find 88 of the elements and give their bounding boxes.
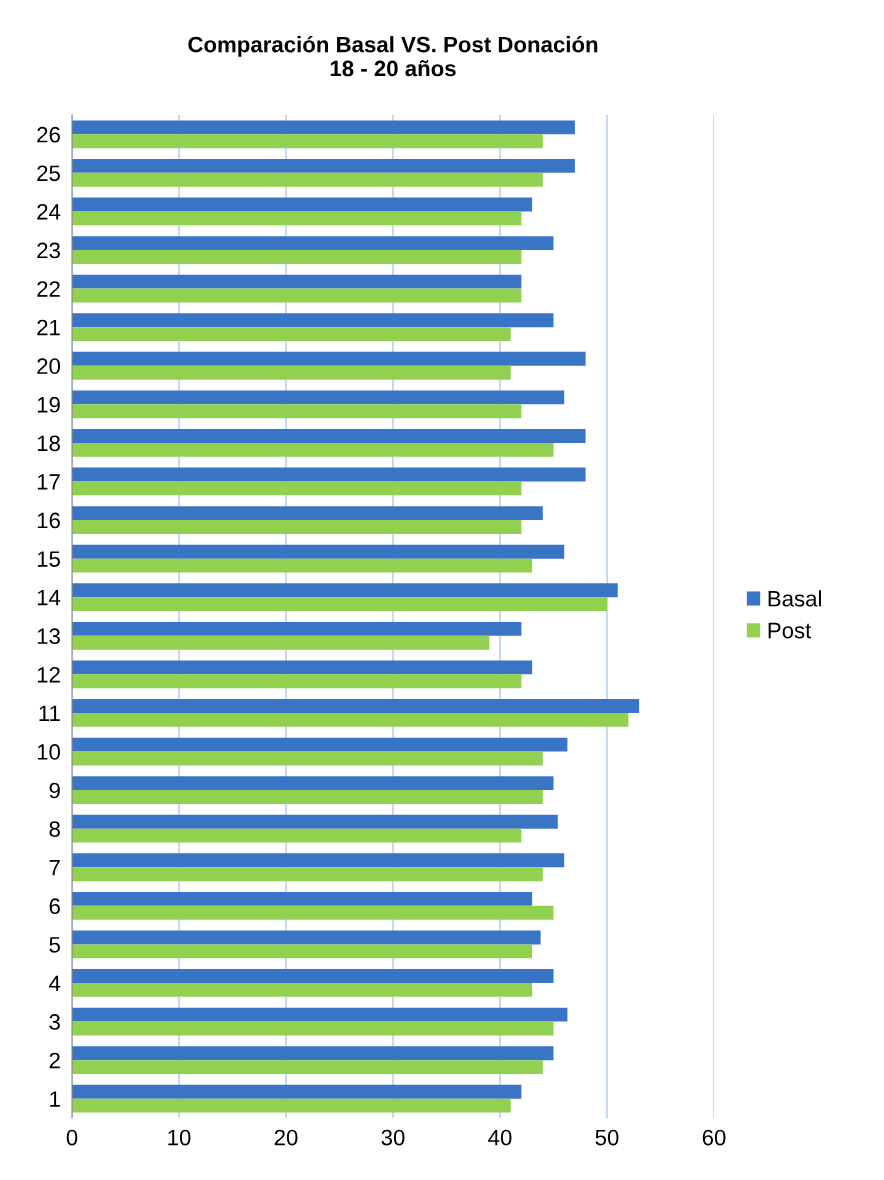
bar [72, 134, 543, 149]
bar [72, 944, 533, 959]
bar [72, 1060, 543, 1075]
bar [72, 288, 522, 303]
x-tick-label: 20 [274, 1129, 298, 1146]
x-tick-label: 0 [66, 1129, 78, 1146]
bar [72, 327, 511, 342]
bar [72, 506, 543, 521]
bar [72, 776, 554, 791]
bar [72, 390, 565, 405]
legend-label: Basal [768, 590, 821, 607]
bar [72, 635, 490, 650]
bar [72, 583, 618, 598]
bar [72, 660, 533, 675]
bar [72, 1046, 554, 1061]
bar [72, 404, 522, 419]
y-tick-label: 3 [49, 1014, 60, 1030]
bar [72, 120, 575, 135]
bar [72, 1084, 522, 1099]
y-tick-label: 23 [37, 242, 60, 259]
y-tick-label: 8 [49, 821, 60, 837]
x-tick-label: 30 [381, 1129, 405, 1146]
bar [72, 597, 607, 612]
y-tick-label: 9 [49, 782, 60, 799]
x-tick-label: 50 [595, 1129, 619, 1146]
bar [72, 520, 522, 534]
y-tick-label: 1 [50, 1091, 60, 1107]
y-tick-label: 19 [37, 396, 60, 413]
bar [72, 891, 533, 906]
bar [72, 313, 554, 328]
bar [72, 442, 554, 457]
bar [72, 814, 558, 829]
bar [72, 699, 640, 713]
y-tick-label: 13 [37, 628, 60, 645]
bar [72, 544, 565, 559]
y-tick-label: 17 [37, 474, 60, 490]
bar [72, 558, 533, 573]
bar [72, 467, 586, 482]
x-tick-label: 60 [702, 1129, 726, 1146]
y-tick-label: 5 [49, 937, 60, 953]
x-tick-label: 10 [168, 1129, 191, 1146]
bar [72, 905, 554, 920]
y-tick-label: 2 [49, 1052, 60, 1069]
bar [72, 1007, 568, 1022]
chart-title: Comparación Basal VS. Post Donación 18 - 20 años [188, 35, 598, 77]
legend-label: Post [768, 622, 812, 639]
bar [72, 365, 511, 380]
bar [72, 751, 543, 766]
y-tick-label: 22 [37, 281, 60, 297]
bar [72, 158, 575, 173]
y-tick-label: 4 [49, 975, 61, 992]
y-tick-label: 25 [37, 165, 60, 182]
bar [72, 969, 554, 983]
bar [72, 1021, 554, 1036]
y-tick-label: 24 [37, 203, 61, 220]
bar [72, 197, 533, 212]
y-tick-label: 20 [37, 358, 61, 375]
bar [72, 790, 543, 804]
bar [72, 621, 522, 636]
bar [72, 982, 533, 997]
y-tick-label: 26 [37, 126, 60, 143]
bar [72, 250, 522, 264]
bar [72, 1098, 511, 1113]
y-tick-label: 14 [37, 589, 61, 606]
bar [72, 429, 586, 443]
bar [72, 674, 522, 689]
bar [72, 737, 568, 752]
bar [72, 236, 554, 251]
y-tick-label: 10 [37, 744, 61, 760]
bar [72, 351, 586, 366]
y-tick-label: 18 [37, 435, 60, 452]
bar [72, 481, 522, 496]
x-tick-label: 40 [488, 1129, 512, 1146]
y-tick-label: 11 [39, 705, 60, 721]
y-tick-label: 21 [37, 319, 60, 336]
bar [72, 828, 522, 843]
bar [72, 712, 629, 727]
bar [72, 172, 543, 187]
y-tick-label: 12 [37, 666, 60, 683]
y-tick-label: 6 [49, 898, 60, 915]
bar [72, 274, 522, 289]
y-tick-label: 16 [37, 512, 60, 529]
y-tick-label: 7 [49, 860, 60, 876]
bar [72, 211, 522, 226]
y-tick-label: 15 [37, 551, 60, 567]
bar [72, 930, 541, 945]
bar [72, 853, 565, 868]
bar [72, 867, 543, 882]
